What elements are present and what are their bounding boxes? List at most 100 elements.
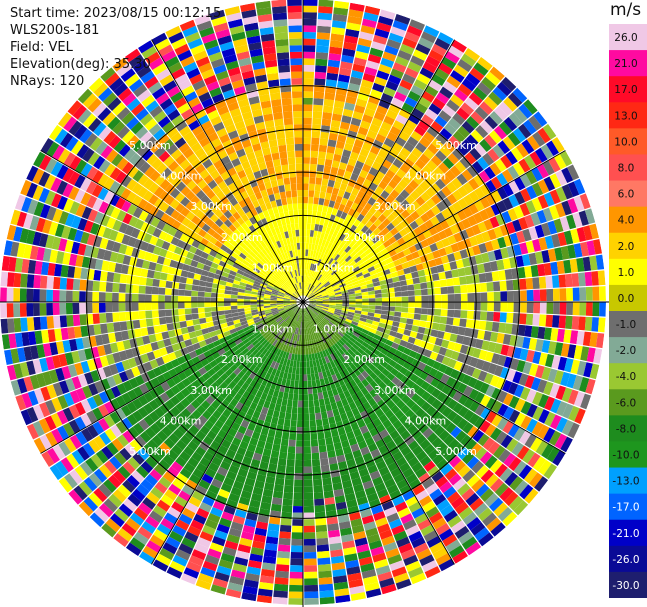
velocity-gate	[403, 158, 415, 169]
velocity-gate	[68, 404, 80, 419]
velocity-gate	[133, 531, 149, 546]
velocity-gate	[270, 346, 277, 354]
velocity-gate	[186, 383, 196, 394]
velocity-gate	[276, 296, 284, 299]
velocity-gate	[332, 351, 339, 359]
velocity-gate	[46, 447, 60, 464]
velocity-gate	[243, 304, 251, 309]
velocity-gate	[303, 143, 311, 151]
velocity-gate	[368, 167, 379, 177]
velocity-gate	[484, 166, 496, 180]
velocity-gate	[326, 362, 333, 370]
velocity-gate	[411, 344, 420, 353]
velocity-gate	[331, 222, 338, 230]
velocity-gate	[345, 267, 353, 274]
velocity-gate	[402, 233, 412, 243]
velocity-gate	[62, 407, 75, 422]
velocity-gate	[390, 68, 404, 79]
velocity-gate	[501, 169, 514, 183]
velocity-gate	[365, 527, 379, 538]
velocity-gate	[510, 147, 524, 162]
velocity-gate	[279, 531, 291, 539]
velocity-gate	[331, 113, 342, 122]
velocity-gate	[321, 225, 328, 233]
velocity-gate	[210, 306, 218, 312]
velocity-gate	[361, 370, 370, 379]
velocity-gate	[443, 486, 457, 499]
velocity-gate	[40, 261, 50, 276]
velocity-gate	[311, 340, 315, 348]
velocity-gate	[51, 355, 62, 369]
velocity-gate	[389, 560, 405, 572]
velocity-gate	[207, 179, 218, 190]
velocity-gate	[116, 125, 130, 139]
velocity-gate	[263, 302, 271, 305]
velocity-gate	[363, 521, 377, 531]
velocity-gate	[303, 367, 307, 375]
velocity-gate	[494, 482, 509, 497]
velocity-gate	[433, 315, 441, 324]
velocity-gate	[140, 478, 154, 492]
velocity-gate	[312, 310, 318, 316]
velocity-gate	[541, 443, 554, 459]
velocity-gate	[561, 167, 574, 184]
velocity-gate	[332, 13, 348, 23]
velocity-gate	[354, 256, 362, 264]
velocity-gate	[349, 363, 357, 372]
velocity-gate	[388, 249, 397, 257]
velocity-gate	[259, 233, 267, 242]
velocity-gate	[144, 343, 153, 353]
velocity-gate	[570, 359, 581, 375]
velocity-gate	[297, 328, 301, 335]
velocity-gate	[190, 205, 200, 215]
velocity-gate	[547, 368, 558, 383]
velocity-gate	[330, 360, 336, 369]
velocity-gate	[543, 262, 552, 276]
velocity-gate	[64, 352, 74, 366]
velocity-gate	[145, 100, 159, 113]
velocity-gate	[103, 343, 113, 355]
velocity-gate	[88, 383, 99, 396]
velocity-gate	[369, 47, 384, 58]
velocity-gate	[115, 171, 127, 184]
velocity-gate	[324, 158, 333, 167]
velocity-gate	[286, 272, 291, 280]
velocity-gate	[223, 298, 231, 302]
velocity-gate	[158, 287, 166, 295]
velocity-gate	[345, 358, 353, 366]
velocity-gate	[231, 188, 240, 198]
velocity-gate	[304, 578, 318, 586]
velocity-gate	[408, 350, 418, 359]
velocity-gate	[380, 360, 389, 368]
velocity-gate	[260, 318, 268, 323]
velocity-gate	[211, 456, 223, 467]
velocity-gate	[317, 557, 331, 566]
velocity-gate	[293, 387, 299, 395]
velocity-gate	[402, 248, 412, 257]
velocity-gate	[331, 475, 342, 485]
velocity-gate	[117, 87, 133, 102]
velocity-gate	[327, 310, 335, 314]
velocity-gate	[137, 394, 149, 407]
velocity-gate	[224, 334, 233, 341]
velocity-gate	[138, 285, 146, 294]
velocity-gate	[321, 308, 329, 312]
velocity-gate	[318, 0, 334, 8]
velocity-gate	[325, 403, 332, 412]
velocity-gate	[191, 307, 199, 314]
velocity-gate	[291, 367, 297, 375]
velocity-gate	[282, 358, 288, 366]
velocity-gate	[290, 298, 297, 301]
velocity-gate	[73, 229, 84, 243]
velocity-gate	[172, 275, 181, 283]
velocity-gate	[198, 256, 207, 265]
velocity-gate	[258, 581, 274, 591]
velocity-gate	[301, 308, 303, 316]
velocity-gate	[119, 321, 128, 331]
velocity-gate	[371, 504, 384, 515]
velocity-gate	[322, 279, 329, 286]
velocity-gate	[507, 208, 518, 221]
velocity-gate	[452, 201, 463, 213]
velocity-gate	[454, 525, 470, 539]
velocity-gate	[335, 594, 351, 604]
